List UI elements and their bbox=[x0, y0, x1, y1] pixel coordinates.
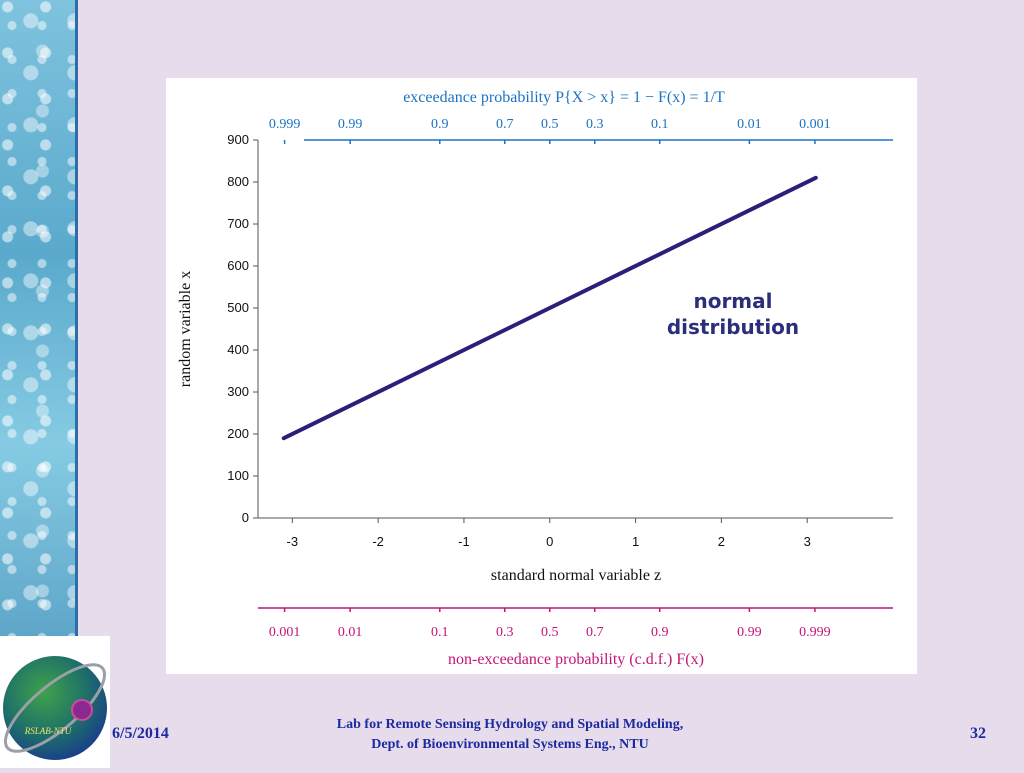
chart-panel: exceedance probability P{X > x} = 1 − F(… bbox=[166, 78, 917, 674]
y-tick-label: 800 bbox=[227, 174, 249, 189]
series-line bbox=[281, 175, 818, 441]
bottom-axis-ticks: 0.001 0.01 0.1 0.3 0.5 0.7 0.9 0.99 0.999 bbox=[269, 608, 831, 640]
top-tick-label: 0.3 bbox=[586, 117, 604, 132]
top-tick-label: 0.99 bbox=[338, 117, 363, 132]
y-axis-ticks: 0 100 200 300 400 500 600 700 800 900 bbox=[227, 132, 258, 525]
bottom-tick-label: 0.99 bbox=[737, 625, 762, 640]
logo-orbit bbox=[3, 663, 107, 753]
x-axis-ticks: -3 -2 -1 0 1 2 3 bbox=[287, 518, 811, 549]
top-axis-ticks: 0.999 0.99 0.9 0.7 0.5 0.3 0.1 0.01 0.001 bbox=[269, 117, 831, 144]
x-tick-label: -1 bbox=[458, 534, 470, 549]
x-tick-label: 1 bbox=[632, 534, 639, 549]
y-tick-label: 0 bbox=[242, 510, 249, 525]
bottom-tick-label: 0.1 bbox=[431, 625, 449, 640]
y-tick-label: 900 bbox=[227, 132, 249, 147]
series-lines bbox=[281, 175, 818, 441]
decorative-water-strip bbox=[0, 0, 78, 636]
x-tick-label: -2 bbox=[372, 534, 384, 549]
x-tick-label: 0 bbox=[546, 534, 553, 549]
y-tick-label: 200 bbox=[227, 426, 249, 441]
y-tick-label: 700 bbox=[227, 216, 249, 231]
bottom-tick-label: 0.999 bbox=[799, 625, 831, 640]
bottom-tick-label: 0.3 bbox=[496, 625, 514, 640]
top-tick-label: 0.01 bbox=[737, 117, 762, 132]
top-tick-label: 0.9 bbox=[431, 117, 449, 132]
x-axis-label: standard normal variable z bbox=[491, 567, 661, 584]
footer-lab-line1: Lab for Remote Sensing Hydrology and Spa… bbox=[336, 717, 684, 732]
footer-page-number: 32 bbox=[970, 725, 986, 742]
footer-date: 6/5/2014 bbox=[112, 725, 169, 742]
lab-logo: RSLAB-NTU bbox=[0, 636, 110, 768]
bottom-tick-label: 0.5 bbox=[541, 625, 559, 640]
x-tick-label: -3 bbox=[287, 534, 299, 549]
bottom-tick-label: 0.01 bbox=[338, 625, 363, 640]
top-tick-label: 0.7 bbox=[496, 117, 514, 132]
y-tick-label: 300 bbox=[227, 384, 249, 399]
y-tick-label: 100 bbox=[227, 468, 249, 483]
bottom-axis-label: non-exceedance probability (c.d.f.) F(x) bbox=[448, 651, 704, 668]
x-tick-label: 2 bbox=[718, 534, 725, 549]
logo-globe bbox=[3, 656, 107, 760]
top-tick-label: 0.999 bbox=[269, 117, 301, 132]
bottom-tick-label: 0.7 bbox=[586, 625, 604, 640]
top-tick-label: 0.1 bbox=[651, 117, 669, 132]
bottom-tick-label: 0.001 bbox=[269, 625, 301, 640]
top-tick-label: 0.001 bbox=[799, 117, 831, 132]
logo-text: RSLAB-NTU bbox=[24, 726, 72, 736]
footer-lab-line2: Dept. of Bioenvironmental Systems Eng., … bbox=[371, 737, 649, 752]
normal-probability-chart: exceedance probability P{X > x} = 1 − F(… bbox=[177, 89, 893, 668]
bottom-tick-label: 0.9 bbox=[651, 625, 669, 640]
x-tick-label: 3 bbox=[804, 534, 811, 549]
y-tick-label: 500 bbox=[227, 300, 249, 315]
logo-satellite bbox=[71, 699, 93, 721]
y-tick-label: 400 bbox=[227, 342, 249, 357]
y-axis-label: random variable x bbox=[177, 271, 194, 387]
y-tick-label: 600 bbox=[227, 258, 249, 273]
annotation-line1: normal bbox=[693, 289, 772, 313]
annotation-line2: distribution bbox=[667, 315, 799, 339]
footer-lab-name: Lab for Remote Sensing Hydrology and Spa… bbox=[250, 715, 770, 755]
top-axis-label: exceedance probability P{X > x} = 1 − F(… bbox=[403, 89, 725, 106]
top-tick-label: 0.5 bbox=[541, 117, 559, 132]
